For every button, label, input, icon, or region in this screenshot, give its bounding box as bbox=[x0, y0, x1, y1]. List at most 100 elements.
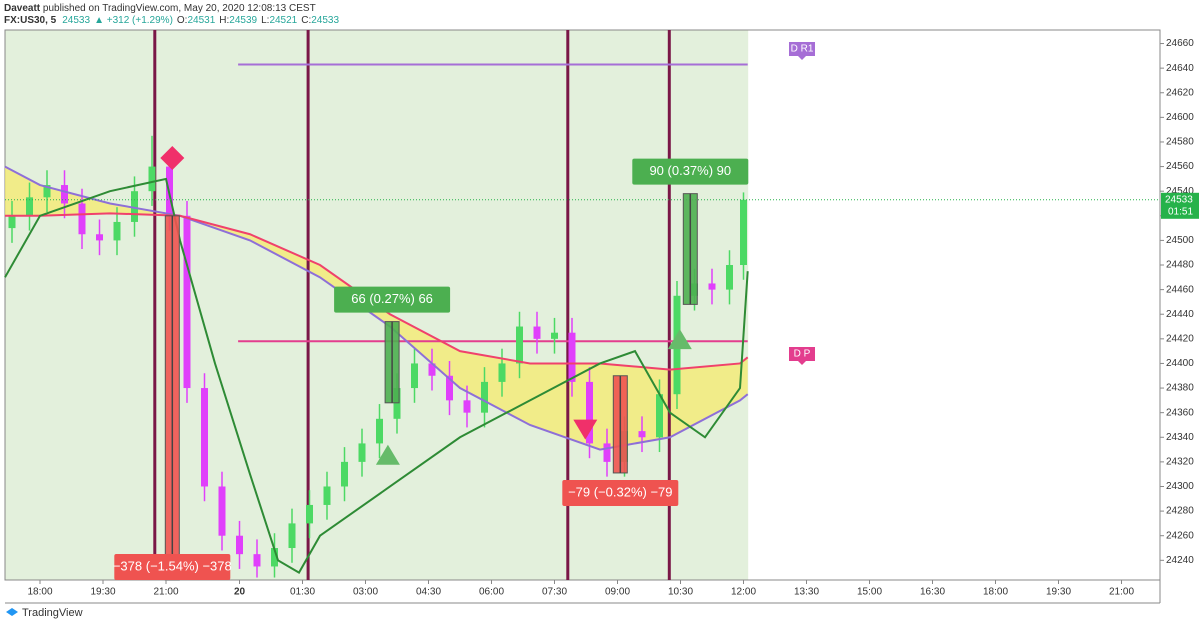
signal bbox=[667, 329, 692, 350]
x-tick-label: 19:30 bbox=[1046, 587, 1071, 598]
candle-body bbox=[96, 234, 103, 241]
candle-body bbox=[43, 185, 51, 198]
candle-body bbox=[26, 197, 33, 216]
level-label: D P bbox=[794, 349, 811, 360]
x-tick-label: 07:30 bbox=[542, 587, 567, 598]
x-tick-label: 12:00 bbox=[731, 587, 756, 598]
trade-label: 66 (0.27%) 66 bbox=[351, 291, 433, 306]
x-tick-label: 01:30 bbox=[290, 587, 315, 598]
signal bbox=[160, 145, 185, 170]
l-label: L: bbox=[261, 15, 269, 26]
candle-body bbox=[603, 443, 611, 462]
x-tick-label: 20 bbox=[234, 587, 246, 598]
y-tick-label: 24480 bbox=[1166, 260, 1194, 271]
candle-body bbox=[463, 400, 471, 413]
signal bbox=[375, 444, 400, 465]
candle-body bbox=[708, 283, 716, 290]
y-tick-label: 24560 bbox=[1166, 161, 1194, 172]
candle-body bbox=[113, 221, 121, 241]
candle-body bbox=[568, 332, 576, 382]
y-tick-label: 24660 bbox=[1166, 38, 1194, 49]
symbol: FX:US30, 5 bbox=[4, 15, 57, 26]
x-tick-label: 13:30 bbox=[794, 587, 819, 598]
level-label: D R1 bbox=[791, 44, 814, 55]
candle-body bbox=[376, 418, 383, 444]
candle-body bbox=[201, 388, 208, 487]
x-tick-label: 18:00 bbox=[983, 587, 1008, 598]
candle-body bbox=[533, 326, 541, 339]
x-tick-label: 03:00 bbox=[353, 587, 378, 598]
x-tick-label: 18:00 bbox=[27, 587, 52, 598]
indicator-line bbox=[4, 177, 749, 574]
y-tick-label: 24380 bbox=[1166, 383, 1194, 394]
candle-body bbox=[236, 535, 243, 555]
trade-label: −378 (−1.54%) −378 bbox=[113, 558, 232, 573]
logo bbox=[6, 608, 18, 616]
o-label: O: bbox=[177, 15, 188, 26]
x-tick-label: 15:00 bbox=[857, 587, 882, 598]
signal bbox=[573, 419, 598, 440]
x-tick-label: 06:00 bbox=[479, 587, 504, 598]
c-label: C: bbox=[301, 15, 311, 26]
x-tick-label: 09:00 bbox=[605, 587, 630, 598]
candle-body bbox=[393, 388, 401, 419]
h-value: 24539 bbox=[229, 15, 257, 26]
candle-body bbox=[271, 548, 278, 567]
y-tick-label: 24260 bbox=[1166, 530, 1194, 541]
price-axis bbox=[1160, 30, 1200, 603]
trade-label: −79 (−0.32%) −79 bbox=[568, 484, 672, 499]
y-tick-label: 24640 bbox=[1166, 63, 1194, 74]
candle-body bbox=[516, 326, 523, 364]
candle-body bbox=[8, 215, 16, 229]
candle-body bbox=[726, 265, 733, 290]
indicator-line bbox=[5, 212, 749, 371]
o-value: 24531 bbox=[187, 15, 215, 26]
y-tick-label: 24280 bbox=[1166, 506, 1194, 517]
published: published on TradingView.com, May 20, 20… bbox=[40, 3, 316, 14]
candle-body bbox=[656, 394, 663, 438]
trade-box bbox=[334, 286, 451, 313]
candle-body bbox=[78, 203, 86, 235]
candle-body bbox=[740, 199, 747, 266]
trade-label: 90 (0.37%) 90 bbox=[649, 163, 731, 178]
level-tag bbox=[789, 347, 815, 365]
x-tick-label: 21:00 bbox=[1109, 587, 1134, 598]
y-tick-label: 24300 bbox=[1166, 481, 1194, 492]
author: Daveatt bbox=[4, 3, 41, 14]
brand: TradingView bbox=[22, 607, 83, 619]
candle-body bbox=[498, 363, 506, 382]
x-tick-label: 21:00 bbox=[153, 587, 178, 598]
candle-body bbox=[288, 523, 296, 549]
candle-body bbox=[253, 554, 261, 567]
candle-body bbox=[183, 215, 191, 389]
x-tick-label: 16:30 bbox=[920, 587, 945, 598]
y-tick-label: 24360 bbox=[1166, 407, 1194, 418]
h-label: H: bbox=[219, 15, 229, 26]
candle-body bbox=[446, 375, 453, 401]
change: ▲ +312 (+1.29%) bbox=[94, 15, 173, 26]
candle-body bbox=[323, 486, 331, 505]
y-tick-label: 24500 bbox=[1166, 235, 1194, 246]
y-tick-label: 24460 bbox=[1166, 284, 1194, 295]
trade-box bbox=[632, 158, 749, 185]
last: 24533 bbox=[62, 15, 90, 26]
price-tag bbox=[1161, 192, 1199, 219]
symbol-line: FX:US30, 5 24533 ▲ +312 (+1.29%) O:24531 H:2… bbox=[4, 15, 339, 26]
candle-body bbox=[411, 363, 418, 389]
candle-body bbox=[551, 332, 558, 339]
header: Daveatt published on TradingView.com, Ma… bbox=[4, 3, 316, 14]
x-tick-label: 10:30 bbox=[668, 587, 693, 598]
y-tick-label: 24580 bbox=[1166, 137, 1194, 148]
countdown-label: 01:51 bbox=[1168, 206, 1193, 217]
c-value: 24533 bbox=[311, 15, 339, 26]
y-tick-label: 24340 bbox=[1166, 432, 1194, 443]
candle-body bbox=[218, 486, 226, 536]
y-tick-label: 24240 bbox=[1166, 555, 1194, 566]
price-tag-label: 24533 bbox=[1165, 194, 1193, 205]
candle-body bbox=[428, 363, 436, 376]
candle-body bbox=[148, 166, 156, 192]
y-tick-label: 24440 bbox=[1166, 309, 1194, 320]
x-tick-label: 19:30 bbox=[90, 587, 115, 598]
candle-body bbox=[131, 191, 138, 222]
